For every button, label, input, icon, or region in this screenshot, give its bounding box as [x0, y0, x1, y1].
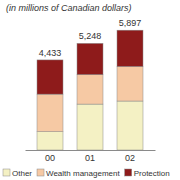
legend-label: Wealth management: [46, 169, 120, 178]
total-label: 5,248: [79, 31, 102, 41]
x-axis: 00 01 02: [26, 150, 156, 163]
legend-swatch: [125, 169, 132, 176]
bar-segment: [77, 75, 103, 104]
legend: Other Wealth management Protection: [3, 169, 170, 178]
bar-segment: [77, 43, 103, 74]
legend-swatch: [3, 169, 10, 176]
x-tick-label: 00: [45, 153, 55, 163]
total-label: 5,897: [119, 18, 142, 28]
x-axis-line: [26, 150, 156, 151]
bar-segment: [117, 66, 143, 101]
bar-segment: [37, 132, 63, 150]
legend-swatch: [37, 169, 44, 176]
bar-segment: [117, 101, 143, 150]
x-tick-label: 01: [85, 153, 95, 163]
total-label: 4,433: [39, 48, 62, 58]
x-tick: 01: [85, 150, 95, 163]
bar-segment: [117, 30, 143, 66]
title: (in millions of Canadian dollars): [6, 3, 132, 13]
x-tick: 02: [125, 150, 135, 163]
x-tick-label: 02: [125, 153, 135, 163]
bar-segment: [37, 60, 63, 94]
chart: (in millions of Canadian dollars) 4,433 5,…: [0, 0, 180, 180]
legend-label: Other: [12, 169, 32, 178]
x-tick: 00: [45, 150, 55, 163]
legend-label: Protection: [134, 169, 170, 178]
bar-segment: [37, 94, 63, 132]
bars: [37, 30, 143, 150]
bar-segment: [77, 104, 103, 150]
